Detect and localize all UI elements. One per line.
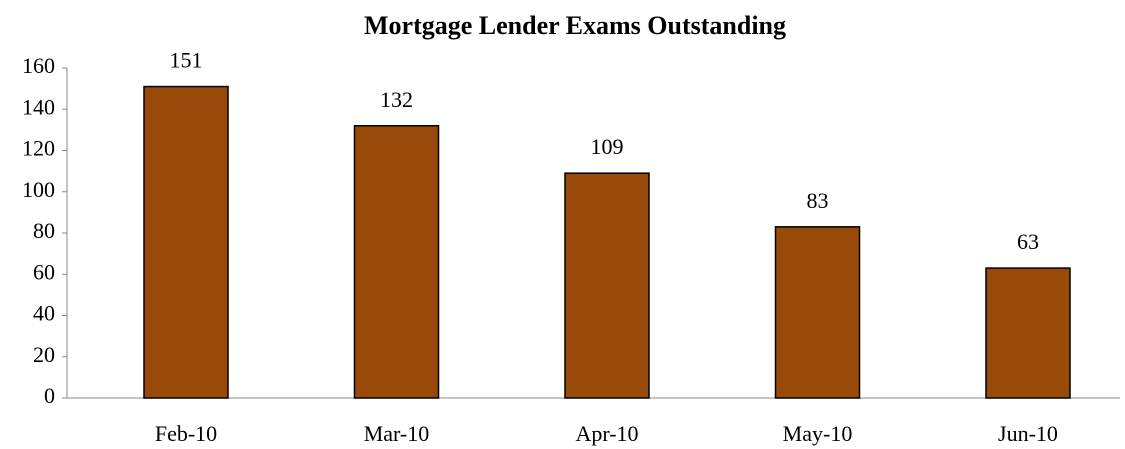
x-tick-label: Jun-10 bbox=[998, 421, 1058, 446]
y-tick-label: 160 bbox=[22, 53, 55, 78]
x-tick-label: May-10 bbox=[783, 421, 853, 446]
y-tick-label: 80 bbox=[33, 218, 55, 243]
data-label: 132 bbox=[380, 87, 413, 112]
y-tick-label: 20 bbox=[33, 342, 55, 367]
bar bbox=[353, 125, 440, 399]
x-tick-label: Mar-10 bbox=[364, 421, 430, 446]
data-label: 151 bbox=[170, 48, 203, 73]
y-tick-label: 100 bbox=[22, 177, 55, 202]
bar bbox=[564, 172, 650, 399]
chart-title: Mortgage Lender Exams Outstanding bbox=[364, 11, 786, 40]
bar bbox=[774, 226, 861, 399]
data-label: 109 bbox=[591, 134, 624, 159]
bar bbox=[143, 85, 229, 399]
y-tick-label: 60 bbox=[33, 259, 55, 284]
y-tick-label: 120 bbox=[22, 136, 55, 161]
bar bbox=[985, 267, 1071, 399]
data-label: 83 bbox=[807, 188, 829, 213]
y-tick-label: 140 bbox=[22, 94, 55, 119]
x-tick-label: Feb-10 bbox=[155, 421, 217, 446]
y-tick-label: 0 bbox=[44, 383, 55, 408]
y-tick-label: 40 bbox=[33, 301, 55, 326]
x-tick-label: Apr-10 bbox=[575, 421, 638, 446]
data-label: 63 bbox=[1017, 229, 1039, 254]
